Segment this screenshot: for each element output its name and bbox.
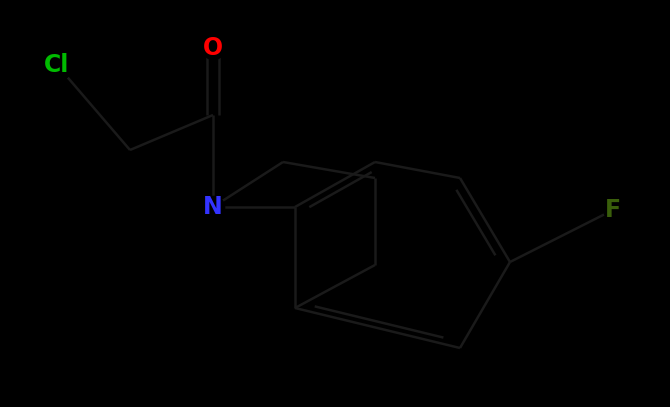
Text: Cl: Cl — [44, 53, 70, 77]
Text: N: N — [203, 195, 223, 219]
Text: F: F — [605, 198, 621, 222]
Text: O: O — [203, 36, 223, 60]
